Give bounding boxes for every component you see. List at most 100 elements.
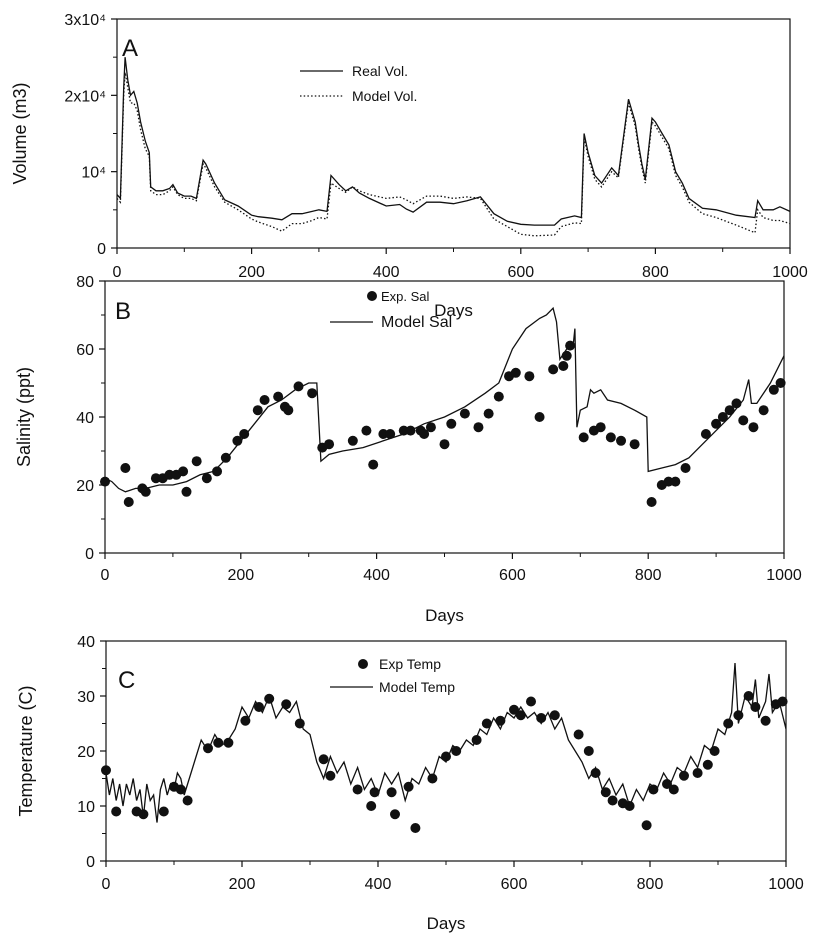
panel-c-series-exp-temp-point bbox=[240, 715, 251, 726]
panel-a-series-model-vol-line bbox=[117, 72, 790, 237]
panel-b-y-tick-label: 20 bbox=[76, 478, 94, 495]
panel-c-y-tick-label: 20 bbox=[77, 744, 95, 761]
panel-b-series-exp-sal-point bbox=[548, 364, 559, 375]
panel-b-series-exp-sal-point bbox=[629, 439, 640, 450]
panel-b-series-exp-sal-point bbox=[178, 466, 189, 477]
panel-b-y-tick-label: 0 bbox=[85, 546, 94, 563]
panel-b-x-tick-label: 600 bbox=[499, 567, 526, 584]
panel-c-series-exp-temp-point bbox=[158, 806, 169, 817]
panel-c-series-exp-temp-point bbox=[451, 746, 462, 756]
panel-b-series-exp-sal-point bbox=[758, 405, 769, 416]
panel-b-series-exp-sal-point bbox=[361, 425, 372, 436]
panel-b-series-exp-sal-point bbox=[140, 486, 151, 497]
panel-c-series-exp-temp-point bbox=[318, 754, 329, 765]
panel-b-series-exp-sal-point bbox=[239, 429, 250, 439]
panel-c-x-tick-label: 400 bbox=[365, 876, 392, 893]
panel-b-series-exp-sal-point bbox=[483, 408, 494, 419]
panel-a-series-real-vol-line bbox=[117, 57, 790, 226]
panel-c-panel-letter: C bbox=[118, 667, 135, 694]
panel-b-series-model-sal-line bbox=[105, 306, 784, 493]
panel-c-y-tick-label: 30 bbox=[77, 689, 95, 706]
panel-c-x-axis-label: Days bbox=[427, 914, 466, 933]
panel-b-series-exp-sal-point bbox=[558, 361, 569, 371]
panel-c-x-tick-label: 200 bbox=[229, 876, 256, 893]
panel-c-series-exp-temp-point bbox=[223, 737, 234, 748]
panel-a-x-tick-label: 200 bbox=[238, 264, 265, 281]
panel-c-series-exp-temp-point bbox=[386, 787, 397, 798]
panel-c-series-exp-temp-point bbox=[369, 787, 380, 798]
panel-b-legend-marker bbox=[367, 291, 377, 301]
panel-b-series-exp-sal-point bbox=[680, 463, 691, 473]
panel-b-series-exp-sal-point bbox=[201, 473, 212, 484]
panel-b-series-exp-sal-point bbox=[700, 429, 711, 439]
panel-b-series-exp-sal-point bbox=[385, 429, 396, 439]
panel-b-series-exp-sal-point bbox=[212, 466, 223, 477]
panel-c-series-exp-temp-point bbox=[573, 729, 584, 740]
panel-b-x-tick-label: 1000 bbox=[766, 567, 802, 584]
panel-b-y-axis-label: Salinity (ppt) bbox=[14, 367, 34, 467]
panel-a-y-tick-label: 10⁴ bbox=[81, 165, 106, 182]
panel-a-panel-letter: A bbox=[122, 35, 138, 62]
panel-c-series-exp-temp-point bbox=[760, 715, 771, 726]
panel-c-series-exp-temp-point bbox=[600, 787, 611, 798]
panel-a-x-axis-label: Days bbox=[434, 301, 473, 320]
panel-a-y-axis-label: Volume (m3) bbox=[10, 82, 30, 184]
panel-c-x-tick-label: 600 bbox=[501, 876, 528, 893]
panel-b-series-exp-sal-point bbox=[738, 415, 749, 426]
panel-c-series-exp-temp-point bbox=[281, 699, 292, 710]
panel-b-series-exp-sal-point bbox=[493, 391, 504, 402]
panel-b-series-exp-sal-point bbox=[100, 476, 110, 487]
panel-c-series-exp-temp-point bbox=[410, 823, 421, 833]
panel-a-y-tick-label: 0 bbox=[97, 241, 106, 258]
panel-b-series-exp-sal-point bbox=[646, 497, 657, 507]
panel-b-x-axis-label: Days bbox=[425, 606, 464, 625]
panel-b-series-exp-sal-point bbox=[252, 405, 263, 416]
panel-b-series-exp-sal-point bbox=[473, 422, 484, 433]
panel-b-series-exp-sal-point bbox=[123, 497, 134, 507]
panel-b-series-exp-sal-point bbox=[510, 367, 521, 378]
panel-b-series-exp-sal-point bbox=[283, 405, 294, 416]
panel-b-legend-label: Model Sal bbox=[381, 314, 452, 331]
panel-b-series-exp-sal-point bbox=[748, 422, 759, 433]
panel-b-series-exp-sal-point bbox=[220, 452, 231, 463]
panel-c-y-tick-label: 0 bbox=[86, 854, 95, 871]
panel-b-series-exp-sal-point bbox=[232, 435, 243, 446]
panel-b-series-exp-sal-point bbox=[524, 371, 535, 382]
panel-b-series-exp-sal-point bbox=[724, 405, 735, 416]
panel-c-series-exp-temp-point bbox=[111, 806, 122, 817]
panel-c-series-exp-temp-point bbox=[526, 696, 536, 707]
panel-c-series-exp-temp-point bbox=[509, 704, 519, 715]
panel-c-series-exp-temp-point bbox=[515, 710, 526, 721]
panel-b-x-tick-label: 400 bbox=[363, 567, 390, 584]
panel-c-x-tick-label: 0 bbox=[102, 876, 111, 893]
panel-c-series-exp-temp-point bbox=[648, 784, 659, 795]
panel-b-series-exp-sal-point bbox=[259, 395, 270, 405]
panel-a-y-tick-label: 2x10⁴ bbox=[64, 88, 106, 105]
panel-b-x-tick-label: 200 bbox=[227, 567, 254, 584]
panel-a-y-tick-label: 3x10⁴ bbox=[64, 12, 106, 29]
panel-b-y-tick-label: 40 bbox=[76, 410, 94, 427]
panel-b-series-exp-sal-point bbox=[578, 432, 589, 443]
panel-b-legend-label: Exp. Sal bbox=[381, 289, 430, 304]
panel-c-series-exp-temp-point bbox=[702, 759, 713, 770]
panel-c-y-tick-label: 10 bbox=[77, 799, 95, 816]
panel-b-series-exp-sal-point bbox=[324, 439, 335, 450]
panel-b-series-exp-sal-point bbox=[120, 463, 131, 473]
panel-b-series-exp-sal-point bbox=[191, 456, 202, 467]
panel-a-x-tick-label: 800 bbox=[642, 264, 669, 281]
panel-a-axes-frame bbox=[116, 18, 791, 249]
panel-c-x-tick-label: 1000 bbox=[768, 876, 804, 893]
panel-c-y-axis-label: Temperature (C) bbox=[16, 685, 36, 816]
panel-c-series-exp-temp-point bbox=[182, 795, 193, 806]
panel-b-series-exp-sal-point bbox=[717, 412, 728, 422]
panel-c-series-exp-temp-point bbox=[692, 768, 703, 778]
panel-a-x-tick-label: 1000 bbox=[772, 264, 808, 281]
panel-b-series-exp-sal-point bbox=[595, 422, 606, 433]
panel-c-series-model-temp-line bbox=[106, 662, 786, 823]
panel-b-series-exp-sal-point bbox=[181, 486, 192, 497]
panel-a-legend-label: Model Vol. bbox=[352, 88, 417, 104]
panel-c-series-exp-temp-point bbox=[679, 770, 689, 781]
panel-b-series-exp-sal-point bbox=[561, 350, 572, 361]
panel-b-series-exp-sal-point bbox=[419, 429, 430, 439]
